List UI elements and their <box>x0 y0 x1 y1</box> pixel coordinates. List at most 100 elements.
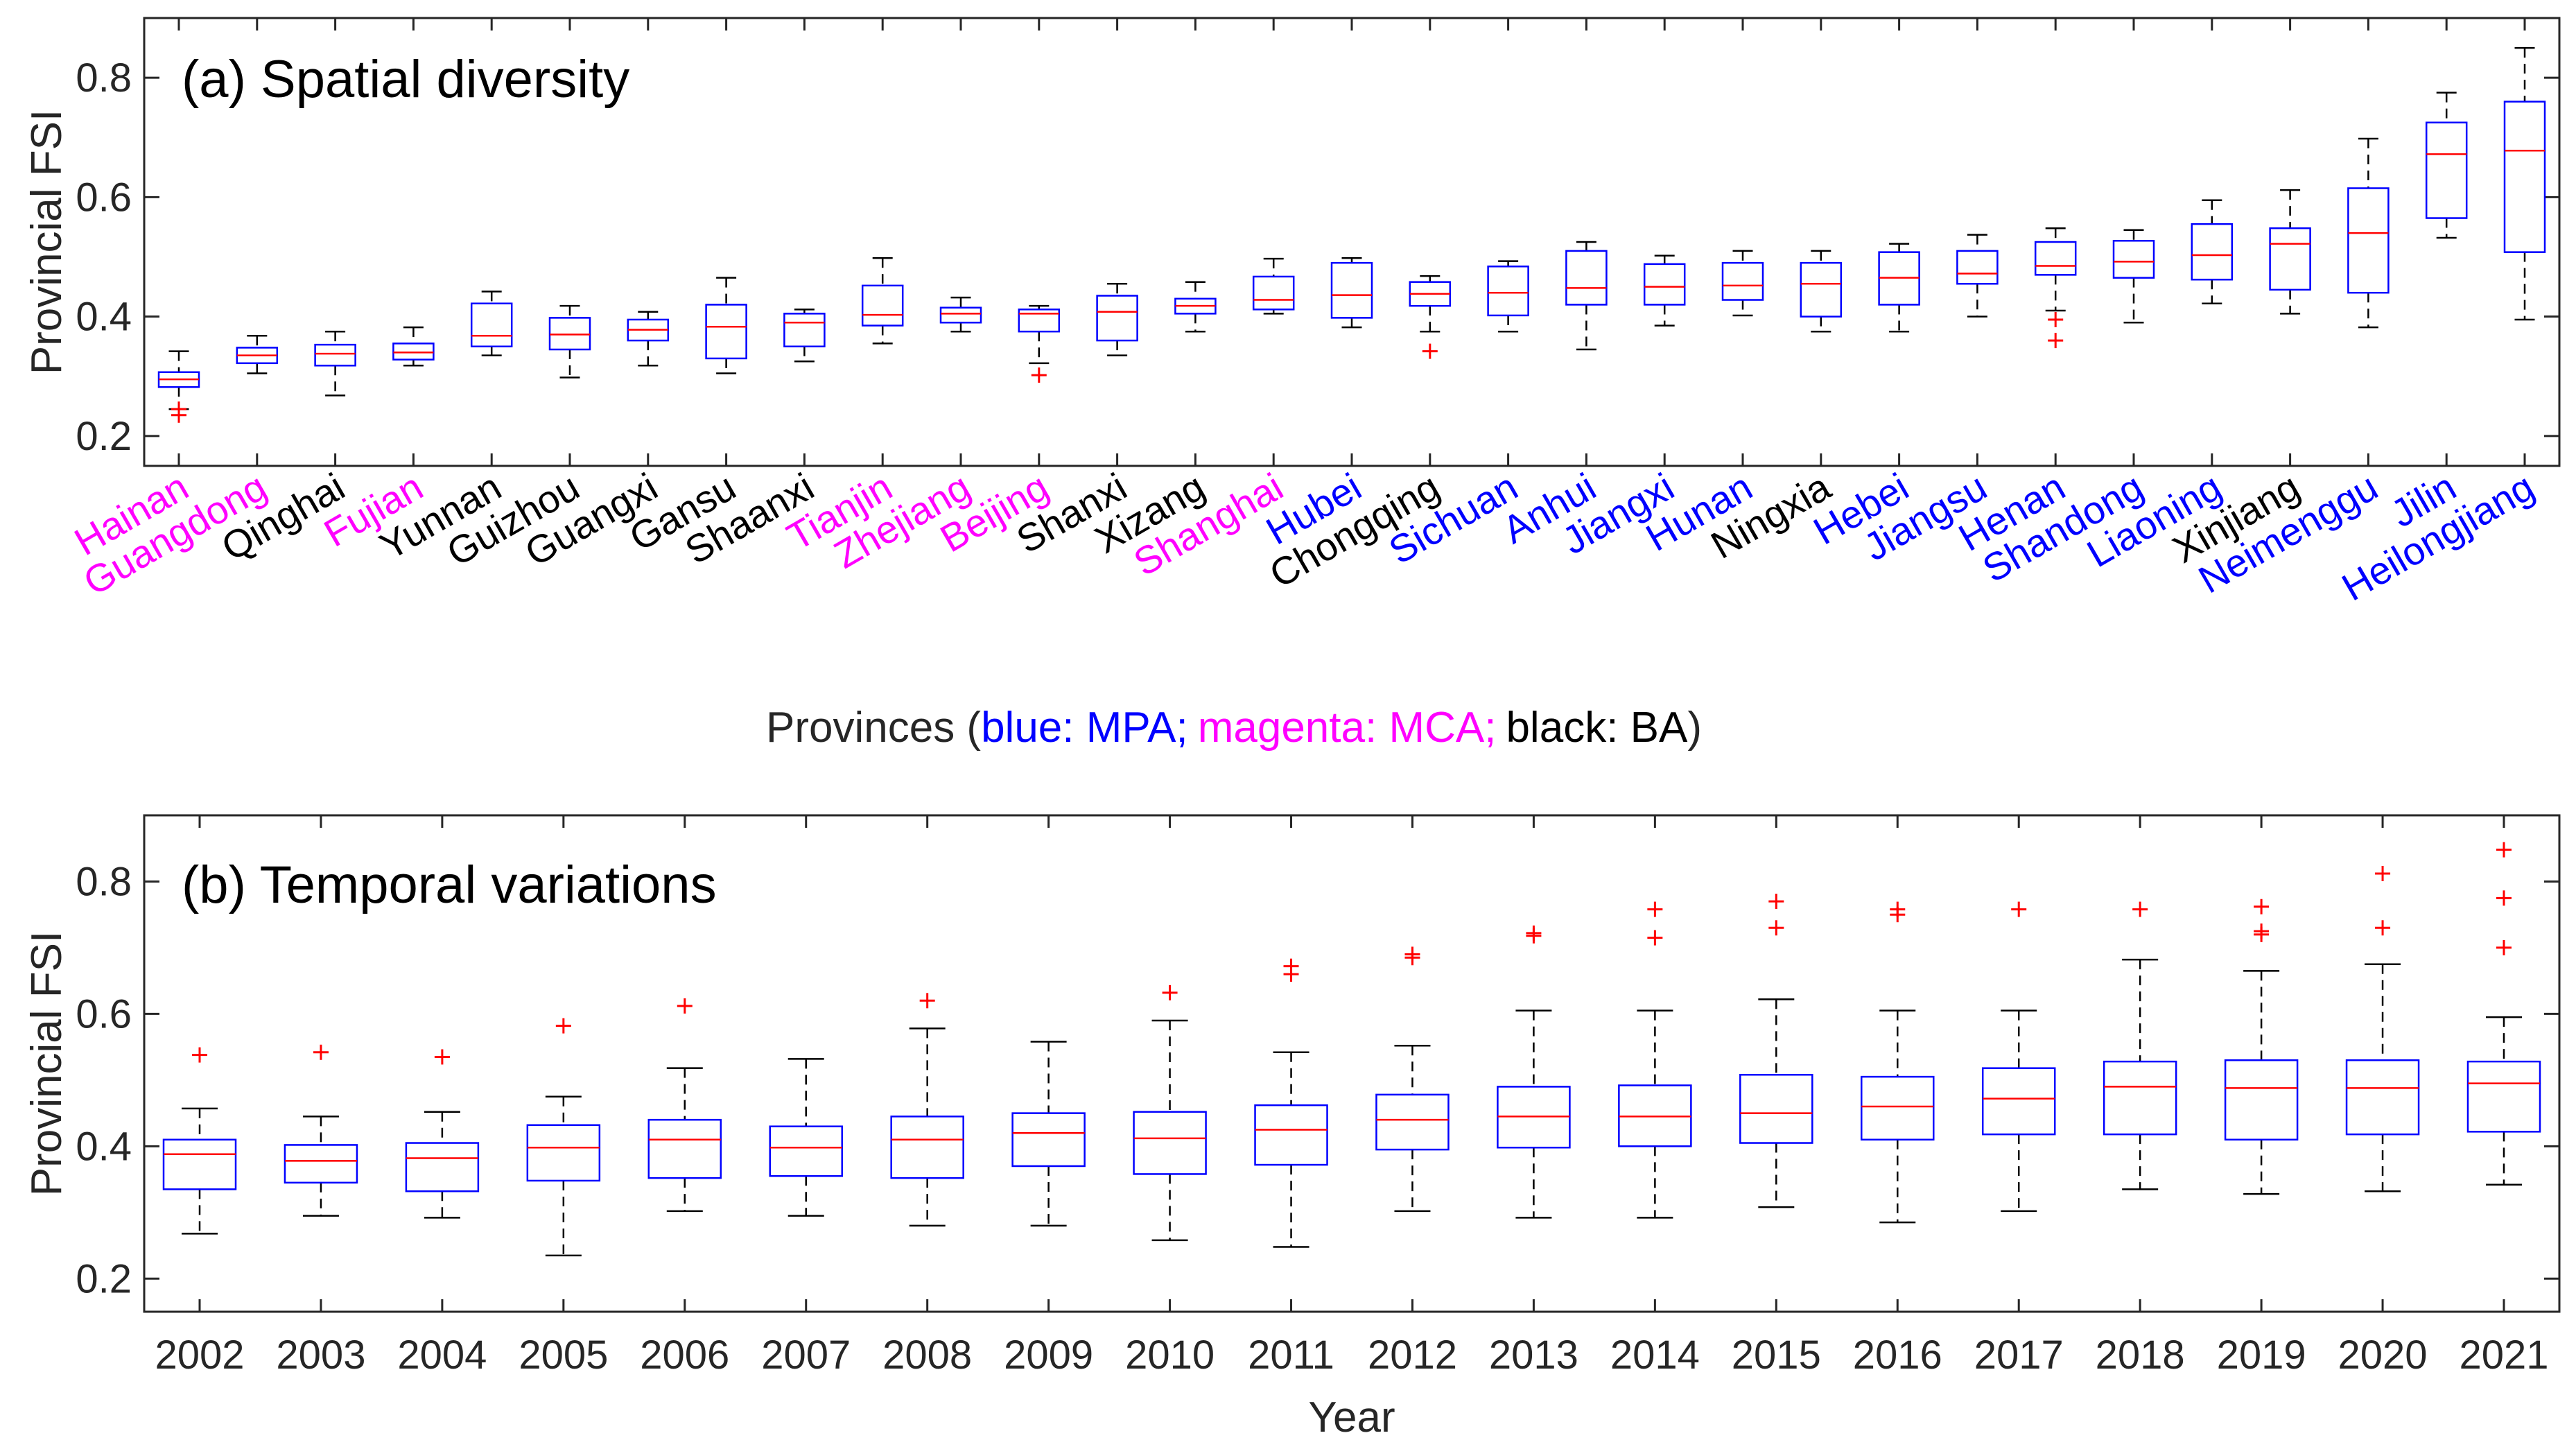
y-tick-label: 0.2 <box>76 1256 132 1301</box>
panel-b-title: (b) Temporal variations <box>182 856 717 914</box>
box-2011 <box>1254 958 1328 1248</box>
panel-a-title: (a) Spatial diversity <box>182 50 629 109</box>
outlier-marker <box>2254 899 2270 914</box>
outlier-marker <box>1422 343 1438 359</box>
y-tick-label: 0.6 <box>76 175 132 220</box>
outlier-marker <box>1031 367 1047 383</box>
box-hunan <box>1721 250 1764 317</box>
y-tick-label: 0.4 <box>76 1124 132 1169</box>
outlier-marker <box>1162 984 1178 1000</box>
iqr-box <box>939 306 982 324</box>
panel-b-y-axis-label: Provincial FSI <box>23 931 71 1196</box>
iqr-box <box>1956 250 1999 285</box>
outlier-marker <box>1404 946 1420 962</box>
iqr-box <box>2034 241 2077 276</box>
box-2004 <box>405 1049 480 1219</box>
outlier-marker <box>1647 901 1663 917</box>
iqr-box <box>1011 1112 1086 1168</box>
iqr-box <box>548 317 591 351</box>
box-hebei <box>1878 243 1920 333</box>
iqr-box <box>2103 1060 2177 1136</box>
box-yunnan <box>470 290 513 356</box>
x-tick-label-2002: 2002 <box>155 1333 244 1378</box>
iqr-box <box>705 304 747 360</box>
iqr-box <box>2503 101 2546 253</box>
box-guangxi <box>627 311 670 367</box>
y-tick-label: 0.2 <box>76 414 132 459</box>
outlier-marker <box>2048 333 2064 349</box>
y-tick-label: 0.6 <box>76 991 132 1036</box>
outlier-marker <box>2048 311 2064 327</box>
box-2002 <box>162 1047 237 1235</box>
box-fujian <box>392 326 435 367</box>
iqr-box <box>392 342 435 361</box>
outlier-marker <box>1526 925 1542 941</box>
outlier-marker <box>2254 923 2270 939</box>
box-2018 <box>2103 901 2177 1190</box>
panel-b-x-axis-label: Year <box>1308 1394 1395 1441</box>
x-label-prefix: Provinces ( <box>766 704 981 752</box>
box-xizang <box>1174 281 1217 333</box>
box-tianjin <box>861 257 904 345</box>
box-2013 <box>1497 925 1571 1219</box>
outlier-marker <box>171 407 186 423</box>
x-label-mca-legend: magenta: MCA; <box>1198 704 1497 752</box>
box-zhejiang <box>939 296 982 333</box>
iqr-box <box>1861 1075 1935 1141</box>
x-tick-label-2014: 2014 <box>1610 1333 1700 1378</box>
box-2014 <box>1618 901 1692 1219</box>
y-tick-label: 0.4 <box>76 295 132 340</box>
box-shaanxi <box>783 309 826 363</box>
box-guizhou <box>548 304 591 379</box>
box-neimenggu <box>2347 137 2390 329</box>
box-2020 <box>2345 866 2420 1192</box>
iqr-box <box>1981 1067 2056 1136</box>
outlier-marker <box>2011 901 2027 917</box>
iqr-box <box>1252 275 1295 311</box>
box-shanghai <box>1252 257 1295 315</box>
panel-a-x-axis-label: Provinces (blue: MPA; magenta: MCA; black:… <box>766 704 1702 752</box>
iqr-box <box>405 1142 480 1192</box>
x-tick-label-2004: 2004 <box>397 1333 487 1378</box>
box-2009 <box>1011 1041 1086 1227</box>
iqr-box <box>2269 227 2311 291</box>
iqr-box <box>1487 266 1529 317</box>
outlier-marker <box>2375 866 2391 882</box>
box-gansu <box>705 277 747 374</box>
outlier-marker <box>2496 890 2512 906</box>
panel-a-y-axis: 0.2 0.4 0.6 0.8 <box>76 55 2559 459</box>
box-2016 <box>1861 901 1935 1224</box>
outlier-marker <box>2132 901 2148 917</box>
outlier-marker <box>2496 842 2512 858</box>
panel-b-temporal-variations: 0.20.40.60.8 2002 2003 2004 2005 2006 2007 200… <box>23 814 2561 1441</box>
iqr-box <box>1254 1104 1328 1166</box>
x-tick-label-2013: 2013 <box>1489 1333 1578 1378</box>
box-2010 <box>1133 984 1207 1242</box>
box-jiangsu <box>1956 234 1999 318</box>
box-2008 <box>890 993 964 1227</box>
iqr-box <box>1133 1111 1207 1175</box>
outlier-marker <box>434 1049 450 1065</box>
box-2019 <box>2224 899 2299 1195</box>
iqr-box <box>2425 121 2468 219</box>
box-heilongjiang <box>2503 46 2546 321</box>
box-2007 <box>769 1058 843 1217</box>
iqr-box <box>1721 261 1764 301</box>
iqr-box <box>1018 309 1061 333</box>
box-sichuan <box>1487 260 1529 333</box>
x-label-ba-legend: black: BA <box>1506 704 1688 752</box>
outlier-marker <box>313 1044 329 1060</box>
iqr-box <box>470 302 513 347</box>
box-anhui <box>1565 241 1608 351</box>
box-ningxia <box>1800 250 1843 333</box>
box-2017 <box>1981 901 2056 1213</box>
x-tick-label-2021: 2021 <box>2459 1333 2548 1378</box>
box-2012 <box>1375 946 1450 1213</box>
box-qinghai <box>314 330 356 397</box>
box-2015 <box>1739 894 1813 1208</box>
x-tick-label-2006: 2006 <box>640 1333 729 1378</box>
iqr-box <box>1330 261 1373 319</box>
iqr-box <box>890 1116 964 1179</box>
x-tick-label-2012: 2012 <box>1368 1333 1457 1378</box>
iqr-box <box>162 1138 237 1190</box>
